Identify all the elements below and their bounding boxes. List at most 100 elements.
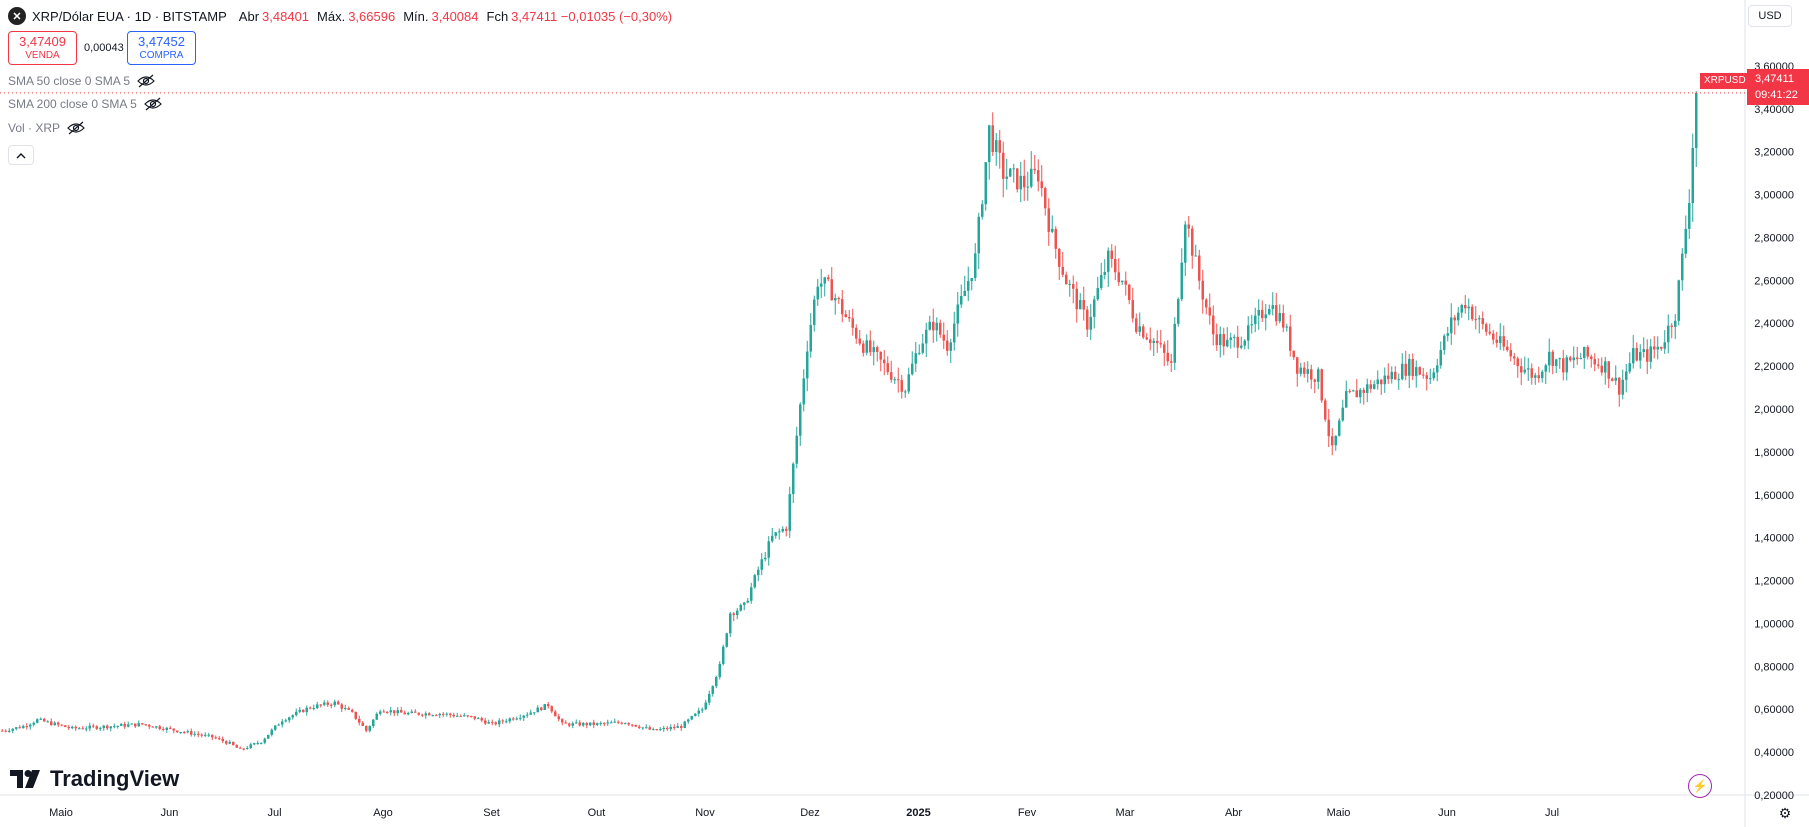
x-tick-label: Dez (800, 807, 820, 819)
candle-body (862, 343, 865, 353)
candle-body (638, 726, 641, 728)
candle-body (1572, 357, 1575, 361)
candle-body (1558, 358, 1561, 360)
eye-off-icon[interactable] (143, 97, 163, 111)
candle-body (225, 741, 228, 744)
candle-body (207, 734, 210, 736)
candle-body (36, 719, 39, 723)
candle-body (1579, 357, 1582, 360)
candle-body (1170, 361, 1173, 363)
candle-body (109, 726, 112, 729)
candle-body (963, 290, 966, 297)
candle-body (403, 712, 406, 715)
candle-body (484, 720, 487, 724)
lightning-icon[interactable]: ⚡ (1688, 774, 1712, 798)
candle-body (375, 713, 378, 720)
candle-body (106, 725, 109, 729)
candle-body (179, 732, 182, 734)
buy-label: COMPRA (139, 49, 184, 61)
candle-body (333, 701, 336, 706)
symbol-title[interactable]: XRP/Dólar EUA · 1D · BITSTAMP (32, 8, 227, 24)
candle-body (1429, 378, 1432, 380)
candle-body (1184, 224, 1187, 263)
candle-body (512, 718, 515, 720)
y-tick-label: 3,20000 (1754, 147, 1794, 159)
buy-button[interactable]: 3,47452 COMPRA (127, 31, 196, 65)
candle-body (547, 704, 550, 707)
candle-body (536, 707, 539, 713)
candle-body (263, 738, 266, 743)
candle-body (1254, 315, 1257, 325)
candle-body (1191, 228, 1194, 256)
candle-body (890, 372, 893, 380)
candle-body (1289, 326, 1292, 351)
indicator-sma200[interactable]: SMA 200 close 0 SMA 5 (8, 94, 163, 114)
candle-body (529, 712, 532, 715)
indicator-sma50[interactable]: SMA 50 close 0 SMA 5 (8, 71, 156, 91)
candle-body (498, 720, 501, 725)
candle-body (1103, 271, 1106, 275)
candle-body (1635, 348, 1638, 361)
x-tick-label: Abr (1225, 807, 1242, 819)
candle-body (393, 710, 396, 714)
candle-body (1604, 361, 1607, 373)
candle-body (452, 714, 455, 717)
candle-body (1443, 335, 1446, 350)
sell-button[interactable]: 3,47409 VENDA (8, 31, 77, 65)
candle-body (1380, 379, 1383, 385)
candle-body (1142, 326, 1145, 338)
eye-off-icon[interactable] (66, 121, 86, 135)
candle-body (764, 557, 767, 560)
candle-body (1565, 357, 1568, 373)
candle-body (137, 723, 140, 727)
candle-body (442, 713, 445, 715)
gear-icon[interactable]: ⚙ (1778, 804, 1792, 821)
candle-body (302, 709, 305, 713)
y-tick-label: 3,00000 (1754, 190, 1794, 202)
y-tick-label: 2,80000 (1754, 232, 1794, 244)
eye-off-icon[interactable] (136, 74, 156, 88)
tradingview-logo[interactable]: TradingView (10, 764, 179, 794)
candle-body (1079, 300, 1082, 310)
candle-body (407, 712, 410, 715)
candle-body (102, 725, 105, 728)
candle-body (1229, 337, 1232, 340)
chevron-up-icon (16, 152, 26, 158)
last-price-value: 3,47411 (1755, 73, 1794, 85)
candle-body (617, 721, 620, 723)
indicator-volume[interactable]: Vol · XRP (8, 118, 86, 138)
candle-body (1257, 309, 1260, 316)
currency-selector[interactable]: USD (1748, 5, 1792, 27)
candle-body (1555, 359, 1558, 367)
candle-body (1488, 331, 1491, 334)
candle-body (1065, 274, 1068, 285)
candle-body (715, 677, 718, 687)
candle-body (169, 727, 172, 729)
candle-body (697, 710, 700, 714)
candle-body (197, 733, 200, 735)
candle-body (956, 304, 959, 324)
candle-body (88, 725, 91, 729)
y-tick-label: 1,20000 (1754, 576, 1794, 588)
candle-body (1600, 365, 1603, 373)
candle-body (11, 728, 14, 731)
collapse-legend-button[interactable] (8, 145, 34, 165)
candle-body (1495, 339, 1498, 343)
candle-body (998, 140, 1001, 153)
candle-body (907, 374, 910, 392)
candle-body (1656, 346, 1659, 350)
candle-body (1051, 228, 1054, 232)
candle-body (221, 738, 224, 742)
low-value: 3,40084 (431, 8, 479, 24)
candle-body (1509, 350, 1512, 357)
candle-body (67, 726, 70, 729)
candle-body (155, 726, 158, 728)
bar-countdown: 09:41:22 (1755, 89, 1798, 101)
candle-body (438, 713, 441, 716)
candle-body (655, 729, 658, 731)
candle-body (1436, 365, 1439, 373)
candle-body (456, 715, 459, 717)
x-tick-label: Nov (695, 807, 715, 819)
candle-body (960, 296, 963, 305)
